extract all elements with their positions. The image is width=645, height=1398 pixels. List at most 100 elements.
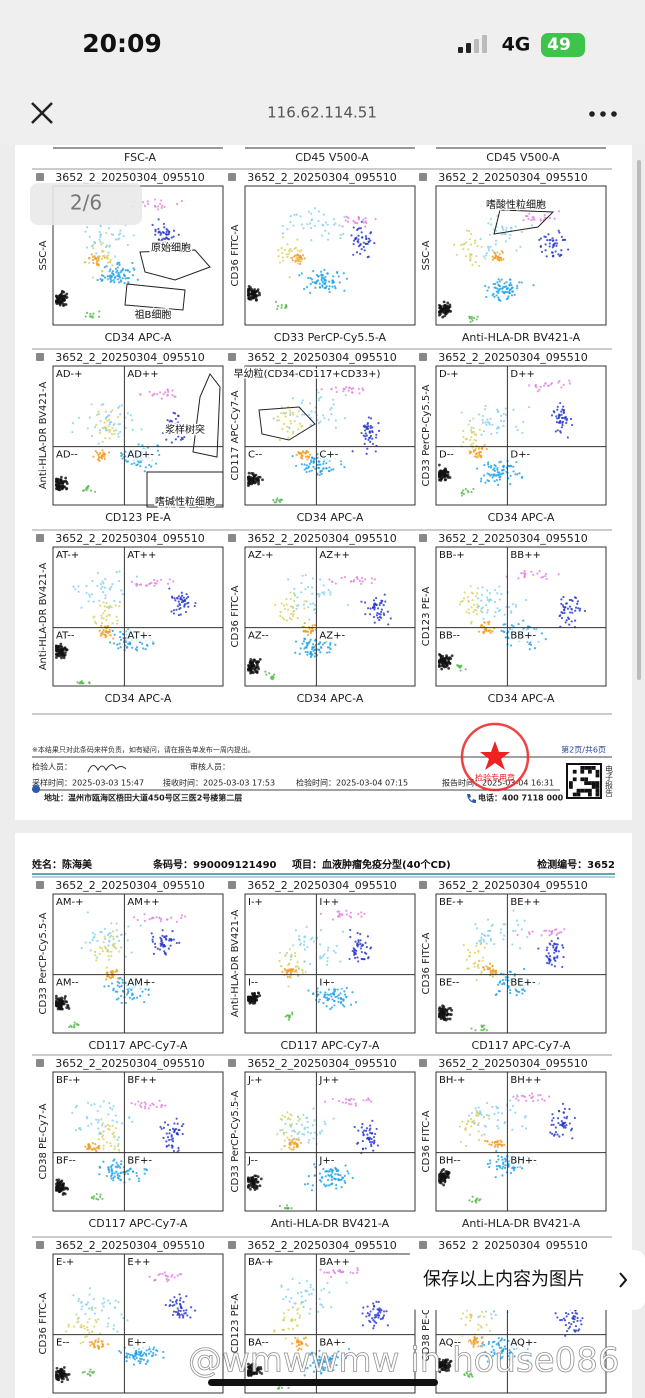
event-dot: [492, 228, 495, 231]
event-dot: [328, 578, 331, 581]
event-dot: [326, 238, 330, 241]
event-dot: [501, 290, 504, 293]
event-dot: [491, 1105, 494, 1108]
event-dot: [496, 1106, 500, 1110]
event-dot: [90, 1104, 93, 1107]
event-dot: [294, 260, 297, 264]
event-dot: [325, 1184, 328, 1187]
event-dot: [477, 1114, 480, 1117]
event-dot: [286, 228, 289, 231]
event-dot: [509, 483, 512, 486]
quadrant-label: D++: [510, 369, 534, 380]
event-dot: [329, 647, 332, 651]
event-dot: [531, 216, 534, 219]
event-dot: [113, 1135, 116, 1138]
event-dot: [327, 946, 330, 949]
event-dot: [331, 1182, 334, 1186]
event-dot: [99, 277, 102, 281]
event-dot: [137, 461, 141, 464]
event-dot: [346, 220, 350, 223]
event-dot: [509, 644, 513, 647]
event-dot: [348, 957, 351, 961]
event-dot: [309, 423, 312, 427]
event-dot: [300, 968, 304, 972]
event-dot: [309, 602, 312, 606]
event-dot: [95, 423, 98, 426]
event-dot: [65, 487, 68, 491]
event-dot: [462, 492, 466, 495]
event-dot: [528, 648, 531, 651]
event-dot: [507, 605, 511, 609]
event-dot: [480, 245, 483, 248]
event-dot: [299, 647, 302, 650]
event-dot: [464, 241, 467, 244]
event-dot: [83, 261, 87, 264]
event-dot: [438, 1007, 441, 1011]
event-dot: [126, 269, 129, 272]
event-dot: [151, 916, 154, 919]
event-dot: [56, 480, 60, 484]
more-button[interactable]: [589, 111, 617, 117]
file-icon: [36, 534, 44, 542]
event-dot: [328, 651, 331, 654]
event-dot: [284, 607, 287, 610]
event-dot: [253, 1001, 257, 1005]
event-dot: [484, 284, 487, 288]
event-dot: [86, 1117, 89, 1120]
event-dot: [479, 1198, 482, 1201]
event-dot: [544, 382, 547, 385]
event-dot: [92, 616, 95, 619]
event-dot: [176, 605, 180, 608]
quadrant-label: BE+-: [510, 978, 536, 989]
event-dot: [324, 1175, 327, 1178]
event-dot: [501, 469, 504, 472]
event-dot: [491, 423, 494, 426]
event-dot: [364, 429, 367, 432]
event-dot: [156, 444, 159, 447]
event-dot: [500, 928, 503, 931]
event-dot: [509, 1099, 512, 1102]
event-dot: [117, 997, 120, 1000]
event-dot: [550, 939, 553, 943]
event-dot: [306, 630, 309, 633]
event-dot: [360, 576, 364, 579]
event-dot: [352, 580, 355, 583]
event-dot: [247, 995, 250, 999]
event-dot: [113, 1147, 116, 1151]
event-dot: [94, 1339, 97, 1342]
event-dot: [120, 1122, 124, 1125]
event-dot: [336, 1173, 339, 1176]
close-button[interactable]: [31, 102, 53, 124]
event-dot: [144, 1105, 147, 1108]
event-dot: [121, 593, 124, 596]
event-dot: [521, 431, 524, 434]
event-dot: [85, 489, 88, 492]
event-dot: [307, 606, 310, 609]
event-dot: [247, 668, 250, 671]
event-dot: [478, 1110, 482, 1113]
event-dot: [121, 978, 124, 981]
event-dot: [496, 1145, 499, 1148]
event-dot: [358, 392, 361, 395]
event-dot: [495, 1168, 499, 1171]
event-dot: [470, 490, 473, 494]
quadrant-label: I--: [248, 978, 259, 989]
event-dot: [99, 604, 102, 607]
event-dot: [503, 1166, 507, 1169]
event-dot: [284, 969, 287, 972]
event-dot: [147, 993, 150, 996]
event-dot: [334, 386, 338, 389]
event-dot: [167, 238, 171, 241]
event-dot: [500, 593, 503, 596]
quadrant-label: AZ-+: [248, 550, 274, 561]
y-axis-label: CD36 FITC-A: [230, 224, 241, 286]
event-dot: [120, 994, 123, 998]
event-dot: [439, 1015, 443, 1019]
event-dot: [283, 1115, 287, 1119]
event-dot: [335, 390, 338, 394]
event-dot: [311, 457, 314, 460]
event-dot: [277, 254, 280, 258]
event-dot: [249, 1176, 253, 1180]
event-dot: [301, 399, 304, 402]
event-dot: [152, 1348, 155, 1351]
